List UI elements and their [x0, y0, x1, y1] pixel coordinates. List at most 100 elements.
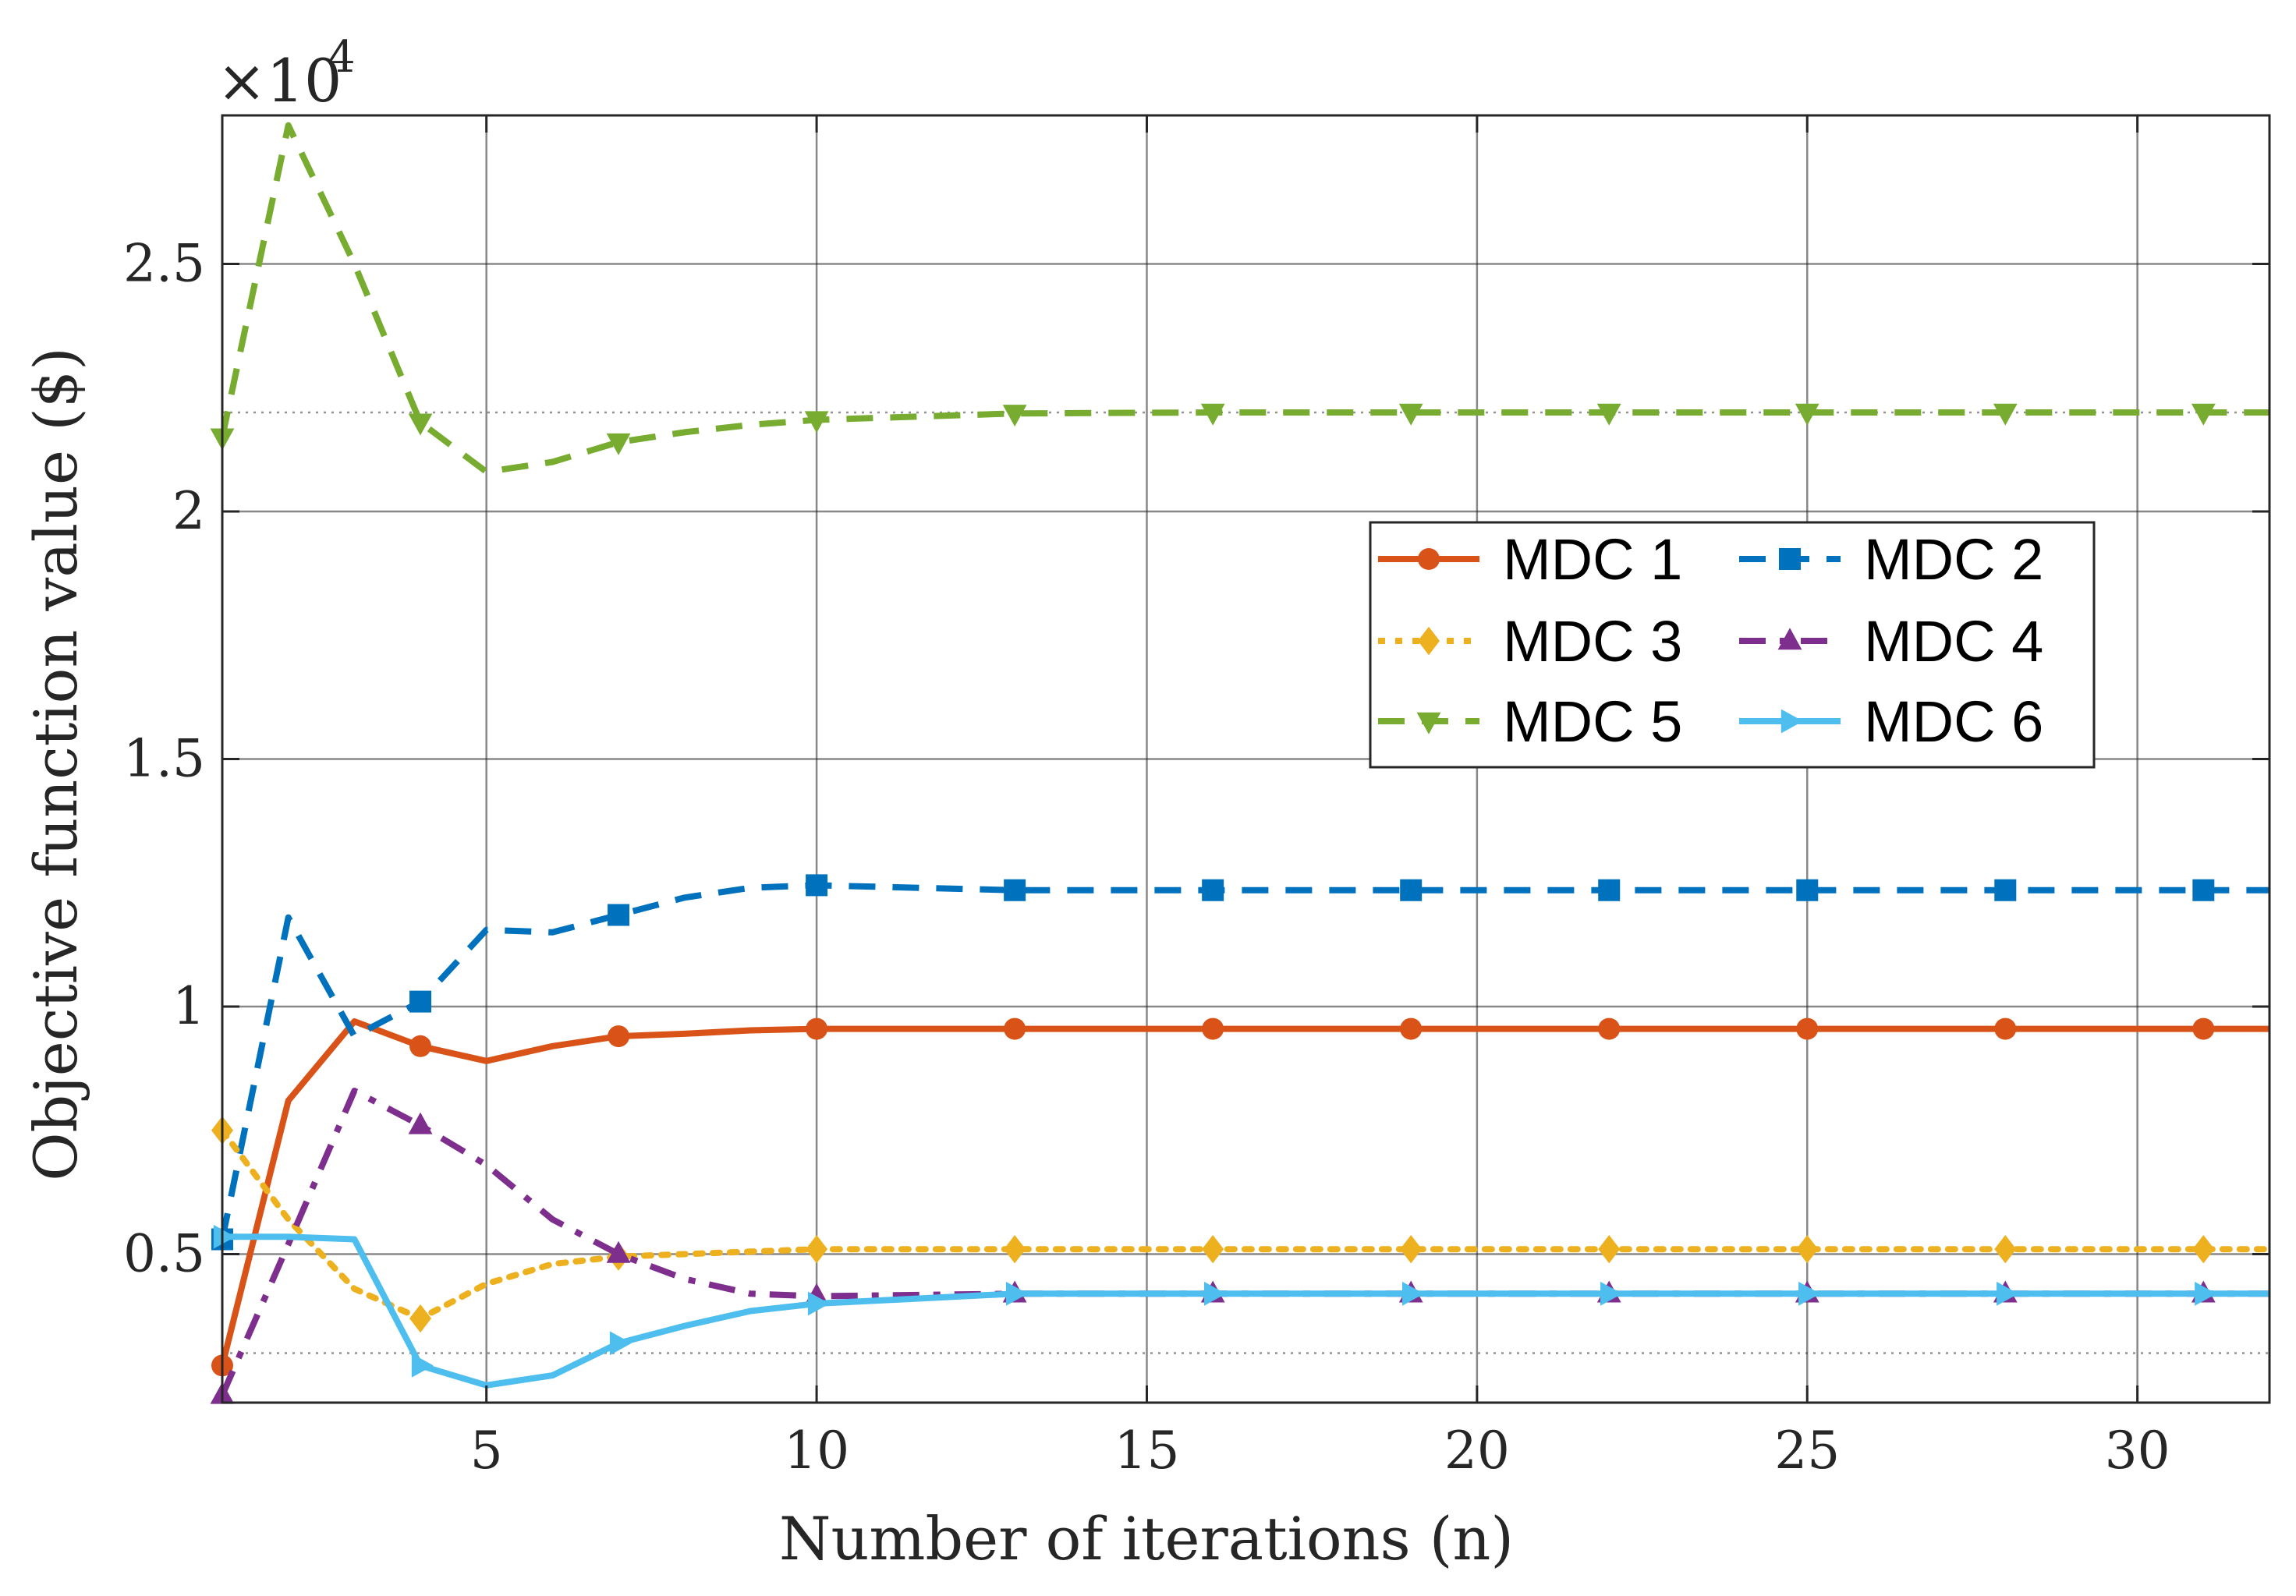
- series-6: [213, 1224, 2269, 1389]
- legend-label: MDC 4: [1864, 609, 2043, 674]
- legend-swatch-marker: [1779, 548, 1801, 570]
- series-layer: [210, 122, 2273, 1404]
- data-point: [1796, 1017, 1819, 1040]
- data-point: [1596, 403, 1621, 426]
- data-point: [1400, 879, 1423, 901]
- data-point: [1994, 1017, 2017, 1040]
- data-point: [608, 904, 630, 926]
- legend-label: MDC 1: [1503, 527, 1682, 592]
- data-point: [807, 1291, 830, 1316]
- data-point: [1004, 1017, 1026, 1040]
- legend-label: MDC 3: [1503, 609, 1682, 674]
- data-point: [2191, 403, 2216, 426]
- data-point: [411, 1353, 434, 1378]
- legend-swatch-marker: [1777, 628, 1802, 650]
- series-1: [211, 1017, 2269, 1377]
- data-point: [2195, 1281, 2217, 1306]
- tick-layer: 5 10 15 20 25 30 0.5 1 1.5 2 2.5: [123, 115, 2269, 1481]
- data-point: [1993, 403, 2018, 426]
- series-line: [219, 122, 2269, 476]
- data-point: [1202, 1234, 1224, 1264]
- y-tick-label: 1.5: [123, 729, 205, 789]
- y-tick-label: 1: [172, 976, 205, 1036]
- data-point: [1997, 1281, 2019, 1306]
- data-point: [213, 1224, 236, 1249]
- legend-entry: MDC 3: [1378, 609, 1682, 674]
- data-point: [608, 1025, 630, 1048]
- y-tick-label: 0.5: [123, 1224, 205, 1284]
- data-point: [1994, 1234, 2017, 1264]
- x-tick-label: 15: [1114, 1421, 1179, 1481]
- legend-box: [1369, 521, 2096, 769]
- series-line: [219, 882, 2269, 1240]
- x-tick-label: 25: [1774, 1421, 1840, 1481]
- y-axis-label: Objective function value ($): [21, 347, 90, 1181]
- data-point: [1798, 1281, 1821, 1306]
- data-point: [1398, 403, 1423, 426]
- legend-swatch-marker: [1780, 709, 1803, 734]
- data-point: [2192, 1234, 2215, 1264]
- data-point: [1203, 1281, 1226, 1306]
- data-point: [606, 1240, 631, 1263]
- data-point: [1002, 405, 1027, 427]
- data-point: [408, 1112, 433, 1134]
- legend-entries: MDC 1 MDC 2 MDC 3 MDC 4 MDC 5 MDC 6: [1378, 527, 2043, 754]
- series-line: [219, 1127, 2273, 1322]
- y-exponent-base: ×10: [217, 46, 342, 115]
- legend-swatch-marker: [1416, 712, 1441, 734]
- data-point: [606, 433, 631, 455]
- data-point: [609, 1331, 632, 1356]
- data-point: [1005, 1281, 1028, 1306]
- data-point: [1598, 879, 1621, 901]
- data-point: [1598, 1017, 1621, 1040]
- data-point: [1004, 1234, 1026, 1264]
- series-5: [210, 122, 2269, 476]
- data-point: [804, 411, 829, 434]
- data-point: [1600, 1281, 1623, 1306]
- data-point: [1795, 403, 1819, 426]
- data-point: [806, 1017, 828, 1040]
- data-point: [1796, 1234, 1819, 1264]
- data-point: [409, 1035, 432, 1057]
- y-tick-label: 2: [172, 481, 205, 541]
- data-point: [2192, 879, 2215, 901]
- legend-label: MDC 2: [1864, 527, 2043, 592]
- data-point: [1200, 403, 1225, 426]
- data-point: [409, 990, 432, 1013]
- x-tick-label: 30: [2105, 1421, 2170, 1481]
- data-point: [806, 874, 828, 897]
- data-point: [1202, 879, 1224, 901]
- data-point: [1598, 1234, 1621, 1264]
- legend-label: MDC 5: [1503, 689, 1682, 754]
- legend-entry: MDC 6: [1739, 689, 2043, 754]
- data-point: [806, 1234, 828, 1264]
- data-point: [1401, 1281, 1424, 1306]
- y-exponent-power: 4: [328, 32, 356, 83]
- data-point: [1400, 1234, 1423, 1264]
- y-tick-label: 2.5: [123, 234, 205, 294]
- x-tick-label: 20: [1444, 1421, 1510, 1481]
- series-line: [219, 1018, 2269, 1367]
- data-point: [1796, 879, 1819, 901]
- legend-entry: MDC 4: [1739, 609, 2043, 674]
- data-point: [2192, 1017, 2215, 1040]
- x-tick-label: 5: [470, 1421, 503, 1481]
- data-point: [1004, 879, 1026, 901]
- legend-entry: MDC 2: [1739, 527, 2043, 592]
- legend-label: MDC 6: [1864, 689, 2043, 754]
- x-tick-label: 10: [784, 1421, 849, 1481]
- legend-swatch-marker: [1418, 626, 1440, 656]
- legend-entry: MDC 5: [1378, 689, 1682, 754]
- data-point: [1202, 1017, 1224, 1040]
- legend: MDC 1 MDC 2 MDC 3 MDC 4 MDC 5 MDC 6: [1369, 521, 2096, 769]
- data-point: [1994, 879, 2017, 901]
- y-exponent: ×10 4: [217, 32, 356, 115]
- legend-entry: MDC 1: [1378, 527, 1682, 592]
- x-axis-label: Number of iterations (n): [779, 1504, 1514, 1573]
- data-point: [409, 1304, 432, 1333]
- data-point: [408, 413, 433, 436]
- series-line: [222, 1233, 2269, 1389]
- data-point: [1400, 1017, 1423, 1040]
- legend-swatch-marker: [1418, 548, 1440, 570]
